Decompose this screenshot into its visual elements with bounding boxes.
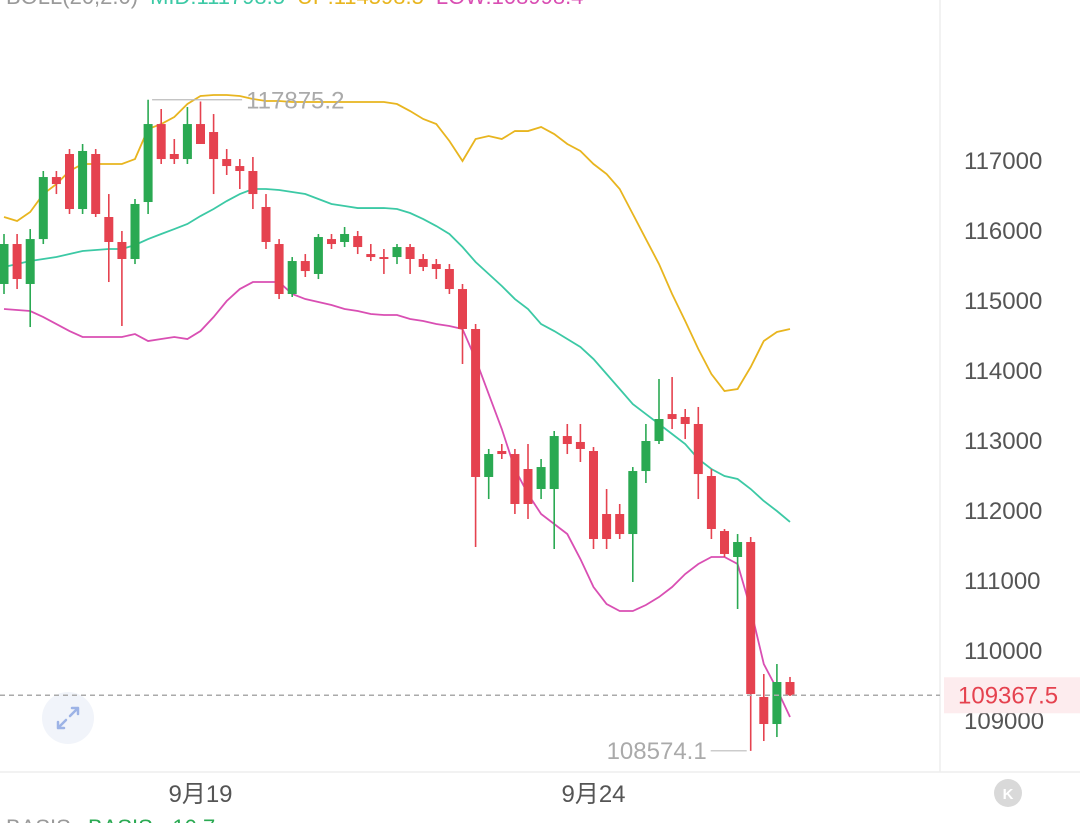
candle-body xyxy=(536,467,546,490)
candle-body xyxy=(143,124,153,203)
candle-body xyxy=(562,436,572,445)
candle-body xyxy=(510,454,520,504)
boll-line xyxy=(3,94,791,392)
candle-body xyxy=(65,154,74,210)
sub-value: BASIS: -10.7 xyxy=(88,815,215,823)
candle-body xyxy=(602,514,612,539)
candle-body xyxy=(313,237,323,274)
candle-body xyxy=(209,132,219,160)
candle-body xyxy=(641,441,651,472)
candle-body xyxy=(458,289,467,329)
last-price-label: 109367.5 xyxy=(958,682,1058,709)
candle-body xyxy=(418,259,428,267)
candle-body xyxy=(693,423,703,475)
candle-body xyxy=(327,239,336,245)
y-tick-label: 112000 xyxy=(964,498,1042,525)
y-tick-label: 110000 xyxy=(964,638,1042,665)
candle-body xyxy=(366,254,376,258)
svg-text:K: K xyxy=(1003,786,1014,803)
candle-body xyxy=(196,124,205,144)
candle-body xyxy=(444,269,454,290)
boll-line xyxy=(3,281,791,718)
candle-body xyxy=(353,236,363,248)
candle-body xyxy=(471,329,481,477)
candle-body xyxy=(628,471,638,535)
x-tick-label: 9月24 xyxy=(561,781,625,808)
y-tick-label: 115000 xyxy=(964,288,1042,315)
y-tick-label: 111000 xyxy=(964,568,1041,595)
candle-body xyxy=(667,414,677,420)
candle-body xyxy=(615,514,625,535)
candle-body xyxy=(340,234,350,242)
candle-body xyxy=(484,454,494,477)
candle-body xyxy=(549,436,559,490)
candle-body xyxy=(130,203,140,259)
candle-body xyxy=(169,154,179,160)
sub-indicator: BASIS xyxy=(6,815,71,823)
candle-body xyxy=(785,682,795,696)
candle-body xyxy=(405,247,415,259)
candle-body xyxy=(156,124,166,160)
candle-body xyxy=(182,124,192,160)
candle-body xyxy=(12,244,22,280)
candle-body xyxy=(287,261,297,294)
candle-body xyxy=(261,206,271,242)
y-tick-label: 117000 xyxy=(964,148,1042,175)
candle-body xyxy=(720,531,729,554)
candle-body xyxy=(772,682,782,725)
candle-body xyxy=(497,451,507,455)
candle-body xyxy=(523,469,533,504)
candle-body xyxy=(706,476,716,529)
candle-body xyxy=(733,542,743,557)
candle-body xyxy=(379,257,389,259)
candle-body xyxy=(431,264,441,270)
k-button[interactable]: K xyxy=(994,779,1022,807)
candle-body xyxy=(104,217,114,242)
candle-body xyxy=(248,171,258,195)
candle-body xyxy=(392,247,402,258)
indicator-label: BOLL(20,2.0) xyxy=(6,0,138,9)
candle-body xyxy=(51,177,61,185)
candle-body xyxy=(235,166,245,172)
y-tick-label: 113000 xyxy=(964,428,1042,455)
legend-entry: UP:114598.5 xyxy=(297,0,424,9)
candle-body xyxy=(300,261,310,272)
last-price-box xyxy=(944,677,1080,714)
y-tick-label: 116000 xyxy=(964,218,1042,245)
candle-body xyxy=(117,241,127,259)
candle-body xyxy=(575,441,585,449)
candle-body xyxy=(746,542,756,694)
candle-body xyxy=(680,416,690,424)
candle-body xyxy=(654,419,664,441)
expand-button[interactable] xyxy=(42,692,94,744)
x-tick-label: 9月19 xyxy=(168,781,232,808)
candle-body xyxy=(274,244,284,294)
candle-body xyxy=(25,239,35,284)
candle-body xyxy=(0,244,9,284)
max-label: 117875.2 xyxy=(246,88,344,115)
y-tick-label: 114000 xyxy=(964,358,1042,385)
legend-entry: LOW:108998.4 xyxy=(436,0,584,9)
candle-body xyxy=(38,177,48,240)
min-label: 108574.1 xyxy=(607,738,707,765)
candle-body xyxy=(91,154,101,214)
candle-body xyxy=(759,696,769,725)
candle-body xyxy=(589,451,598,539)
legend-entry: MID:111798.5 xyxy=(150,0,285,9)
candle-body xyxy=(222,159,232,167)
candle-body xyxy=(78,150,88,210)
header: BOLL(20,2.0) xyxy=(6,0,138,9)
